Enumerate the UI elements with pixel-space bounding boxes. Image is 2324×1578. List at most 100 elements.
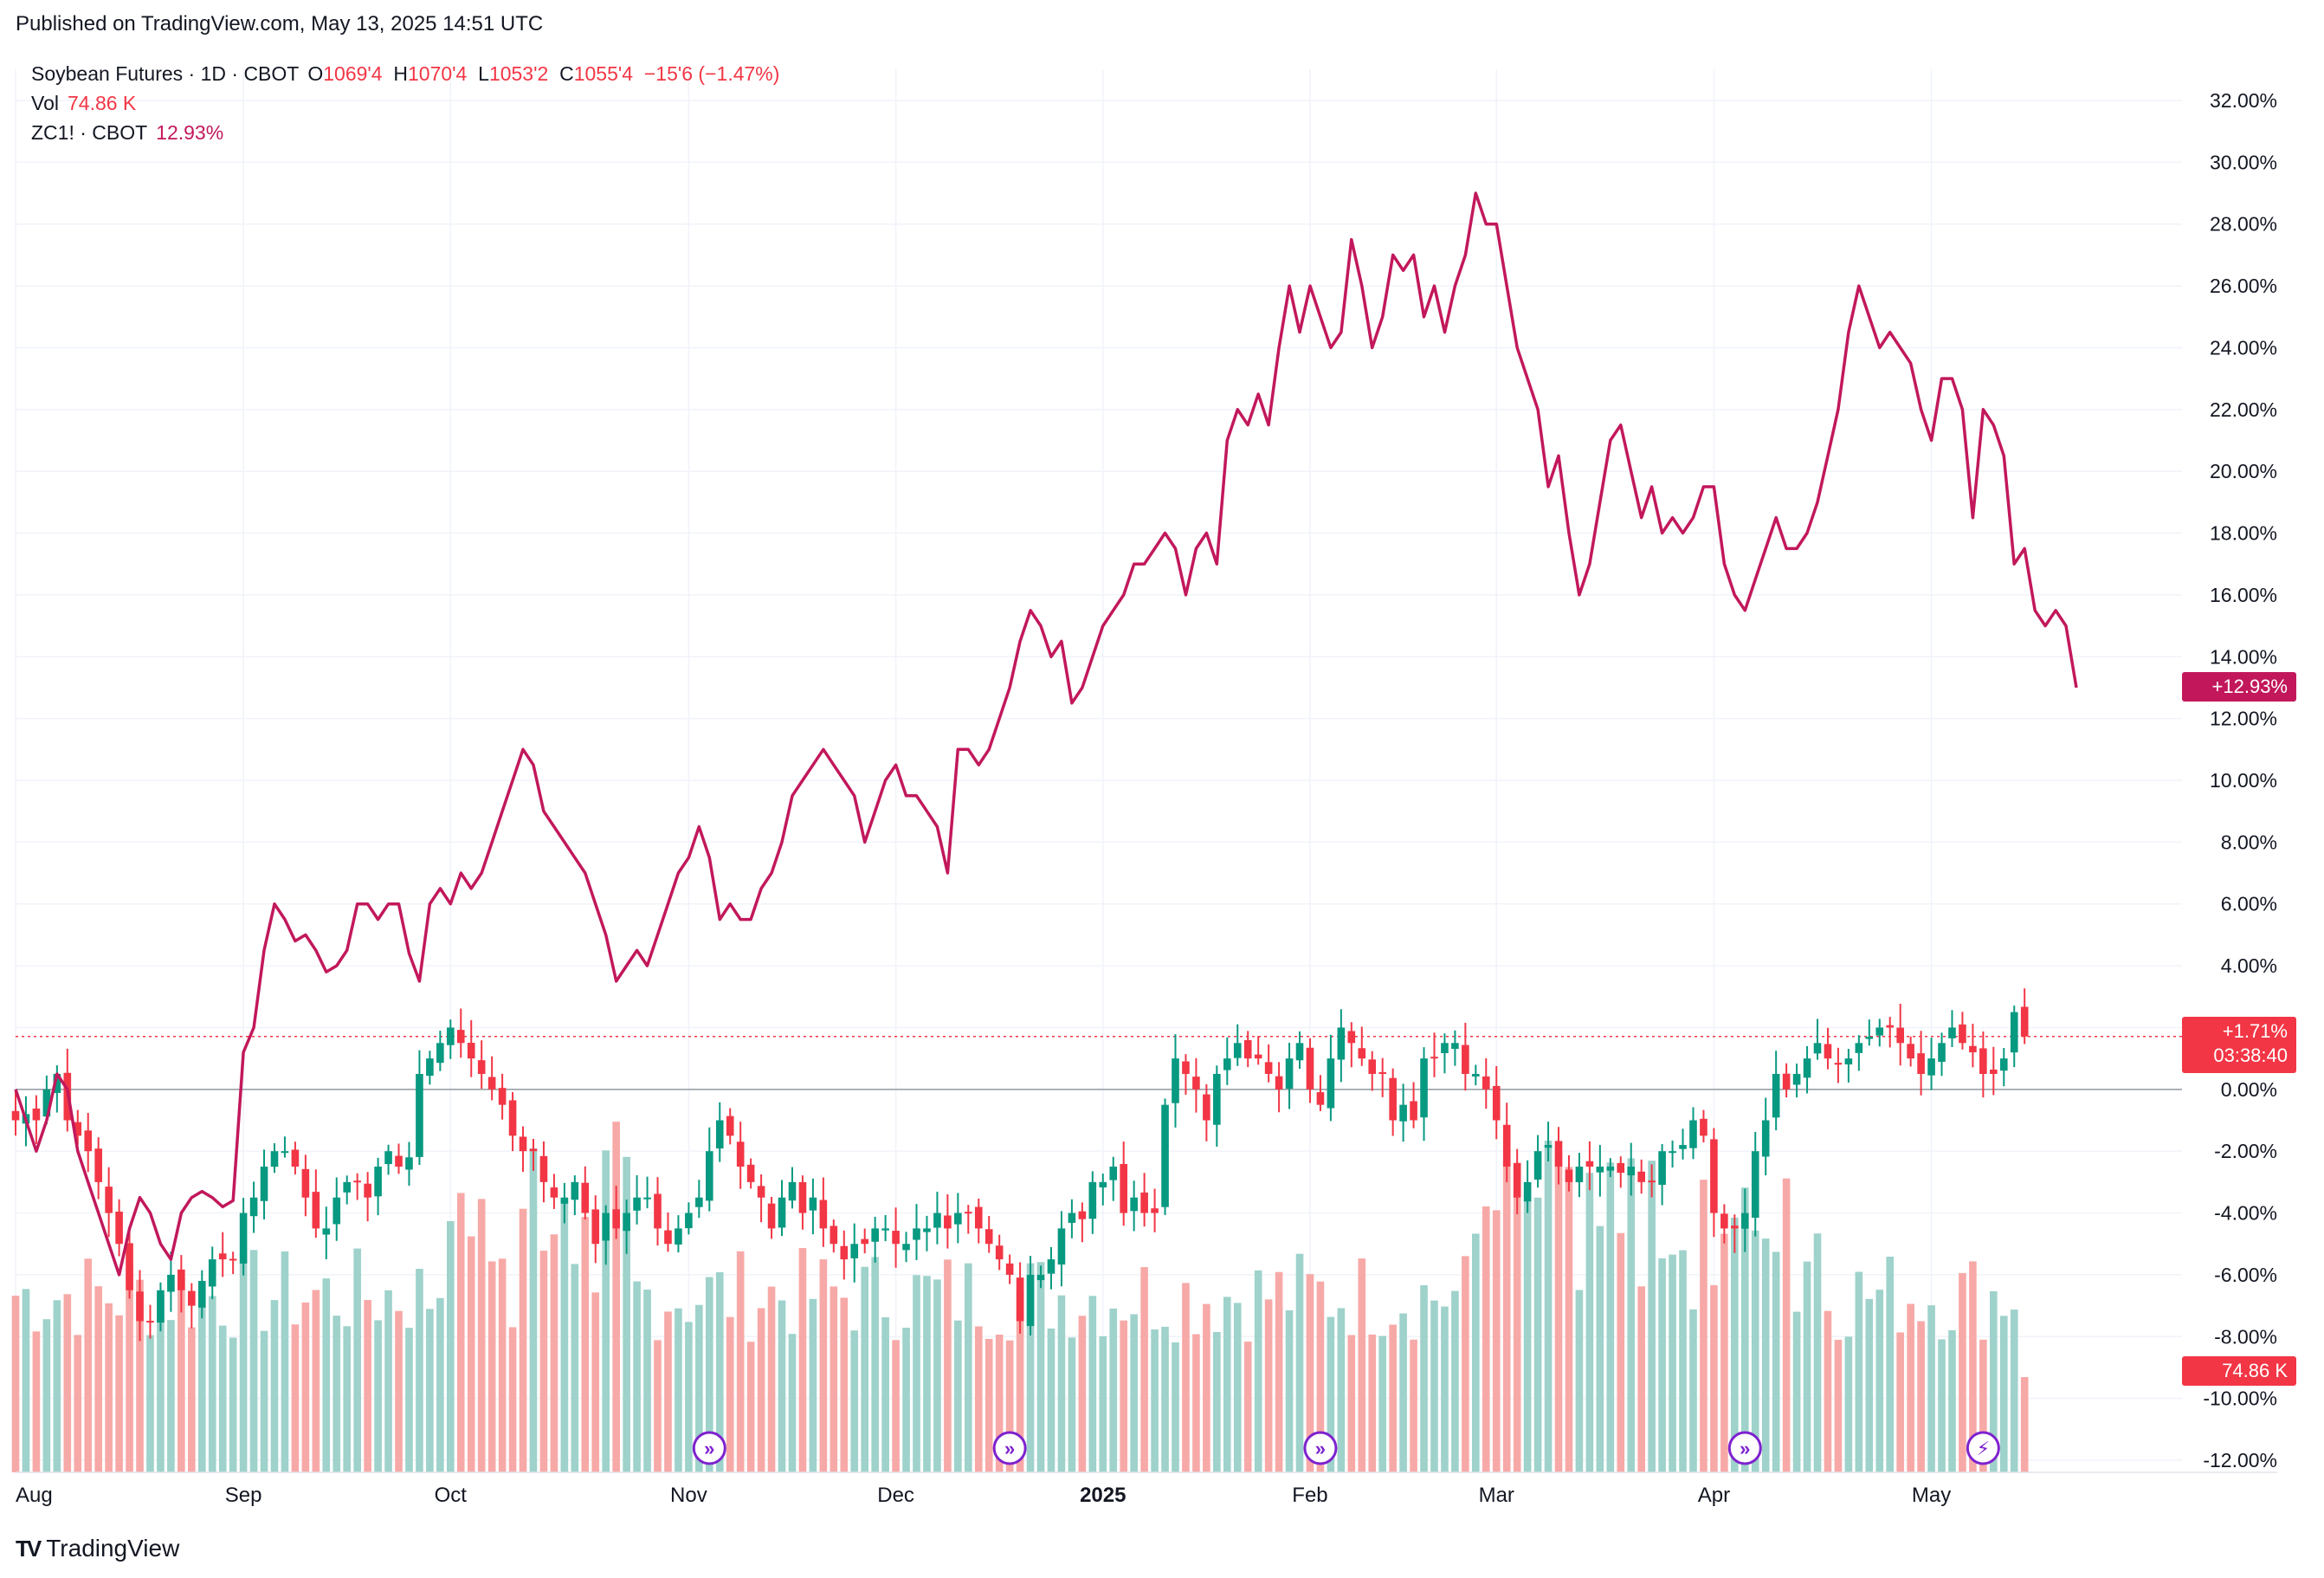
- candle-body: [1865, 1037, 1874, 1039]
- candle-body: [11, 1110, 20, 1121]
- candle-body: [995, 1245, 1004, 1260]
- candle-body: [602, 1213, 610, 1241]
- volume-bar: [995, 1335, 1004, 1472]
- lightning-icon: ⚡: [1966, 1431, 2000, 1465]
- candlestick-series[interactable]: [11, 988, 2029, 1342]
- volume-bar: [1751, 1230, 1759, 1472]
- candle-body: [1782, 1073, 1791, 1090]
- candle-body: [1140, 1192, 1148, 1213]
- volume-bar: [706, 1277, 713, 1472]
- candle-body: [984, 1229, 993, 1245]
- candle-body: [239, 1213, 248, 1264]
- legend[interactable]: Soybean Futures · 1D · CBOT O1069'4 H107…: [31, 59, 779, 147]
- candle-body: [1016, 1277, 1024, 1322]
- candle-body: [1492, 1085, 1501, 1121]
- volume-bar: [405, 1328, 413, 1472]
- volume-bar: [1275, 1271, 1283, 1472]
- candle-body: [1068, 1213, 1076, 1223]
- candle-body: [498, 1088, 507, 1105]
- volume-bar: [726, 1316, 734, 1472]
- bar-countdown: 03:38:40: [2213, 1044, 2288, 1066]
- volume-bar: [126, 1268, 133, 1472]
- candle-body: [788, 1181, 797, 1201]
- svg-text:»: »: [1315, 1438, 1326, 1459]
- volume-bar: [167, 1320, 175, 1472]
- candle-body: [42, 1089, 51, 1117]
- candle-body: [1689, 1120, 1697, 1148]
- candle-body: [1575, 1167, 1584, 1183]
- candle-body: [188, 1290, 196, 1306]
- volume-bar: [1492, 1210, 1501, 1472]
- volume-bar: [498, 1258, 507, 1472]
- volume-bar: [902, 1328, 910, 1472]
- volume-bar: [467, 1236, 475, 1472]
- volume-bar: [322, 1278, 331, 1472]
- volume-bar: [1824, 1310, 1832, 1472]
- volume-bar: [529, 1148, 538, 1472]
- candle-body: [1223, 1058, 1231, 1070]
- legend-main-row[interactable]: Soybean Futures · 1D · CBOT O1069'4 H107…: [31, 59, 779, 88]
- volume-bar: [757, 1308, 765, 1472]
- candle-body: [923, 1228, 931, 1232]
- volume-bar: [188, 1327, 196, 1472]
- candle-body: [1172, 1058, 1179, 1103]
- grid: [15, 69, 2182, 1472]
- y-tick-label: 0.00%: [2221, 1078, 2277, 1101]
- legend-volume-row[interactable]: Vol 74.86 K: [31, 88, 779, 118]
- candle-body: [1099, 1181, 1107, 1188]
- candle-body: [1679, 1145, 1687, 1149]
- volume-bar: [84, 1258, 93, 1472]
- volume-bar: [1637, 1286, 1645, 1472]
- candle-body: [1430, 1057, 1438, 1059]
- candle-body: [332, 1197, 341, 1225]
- volume-bar: [1203, 1303, 1210, 1472]
- candle-body: [84, 1130, 93, 1152]
- candle-body: [1761, 1120, 1770, 1157]
- volume-bar: [1648, 1161, 1656, 1472]
- volume-bar: [1378, 1335, 1386, 1472]
- volume-bar: [1502, 1161, 1511, 1472]
- y-tick-label: 32.00%: [2210, 89, 2277, 112]
- tradingview-logo[interactable]: TV TradingView: [16, 1535, 179, 1562]
- volume-bar: [1969, 1261, 1977, 1472]
- volume-bar: [1740, 1187, 1749, 1472]
- volume-bar: [436, 1297, 444, 1472]
- tradingview-logo-icon: TV: [16, 1535, 42, 1562]
- candle-body: [1999, 1058, 2008, 1071]
- volume-bar: [675, 1308, 682, 1472]
- candle-body: [1441, 1043, 1449, 1054]
- volume-bar: [1295, 1253, 1304, 1472]
- candle-body: [1834, 1063, 1843, 1065]
- candle-body: [850, 1244, 859, 1258]
- volume-bar: [1523, 1200, 1532, 1472]
- volume-bar: [332, 1316, 341, 1472]
- candle-body: [208, 1259, 216, 1287]
- x-tick-label: Feb: [1292, 1484, 1327, 1507]
- candle-body: [1803, 1058, 1811, 1078]
- candle-body: [654, 1193, 662, 1229]
- volume-bar: [1689, 1309, 1697, 1472]
- candle-body: [1533, 1151, 1542, 1180]
- y-axis[interactable]: 32.00% 30.00% 28.00% 26.00% 24.00% 22.00% 20.0…: [2203, 89, 2277, 1471]
- volume-bar: [1151, 1329, 1159, 1472]
- candle-body: [32, 1108, 41, 1121]
- candle-body: [447, 1027, 455, 1045]
- volume-bar: [1441, 1306, 1449, 1472]
- candle-body: [301, 1168, 310, 1198]
- legend-compare-row[interactable]: ZC1! · CBOT 12.93%: [31, 118, 779, 147]
- zc-comparison-line[interactable]: [14, 191, 2078, 1277]
- volume-bar: [157, 1295, 165, 1472]
- candle-body: [115, 1211, 123, 1245]
- candle-body: [1813, 1043, 1822, 1054]
- volume-bar: [1585, 1173, 1594, 1472]
- candle-body: [633, 1197, 641, 1211]
- candle-body: [539, 1155, 548, 1182]
- y-tick-label: 10.00%: [2210, 769, 2277, 792]
- x-axis[interactable]: Aug Sep Oct Nov Dec 2025 Feb Mar Apr May: [16, 1484, 1951, 1507]
- candle-body: [1731, 1226, 1739, 1229]
- event-markers[interactable]: » » » » ⚡: [692, 1431, 2000, 1465]
- volume-bar: [923, 1276, 931, 1472]
- svg-text:»: »: [1740, 1438, 1750, 1459]
- volume-bar: [1658, 1258, 1666, 1472]
